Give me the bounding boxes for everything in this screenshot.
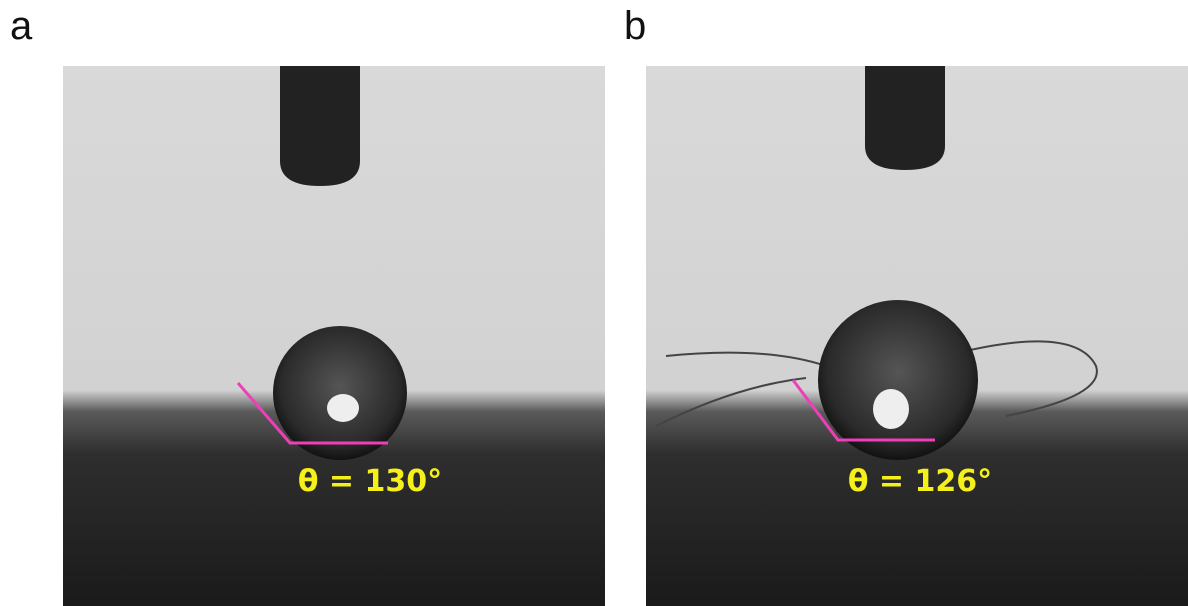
- figure: a b θ = 130° θ = 126° (() => { const dat…: [0, 0, 1188, 606]
- needle: [280, 66, 360, 186]
- needle: [865, 66, 945, 170]
- panel-label: b: [624, 4, 646, 49]
- angle-label: θ = 126°: [848, 464, 992, 499]
- photo: θ = 126°: [646, 66, 1188, 606]
- photo: θ = 130°: [63, 66, 605, 606]
- reflection: [327, 394, 359, 422]
- droplet: [273, 326, 407, 460]
- angle-label: θ = 130°: [298, 464, 442, 499]
- panel-label: a: [10, 4, 32, 49]
- reflection: [873, 389, 909, 429]
- droplet: [818, 300, 978, 460]
